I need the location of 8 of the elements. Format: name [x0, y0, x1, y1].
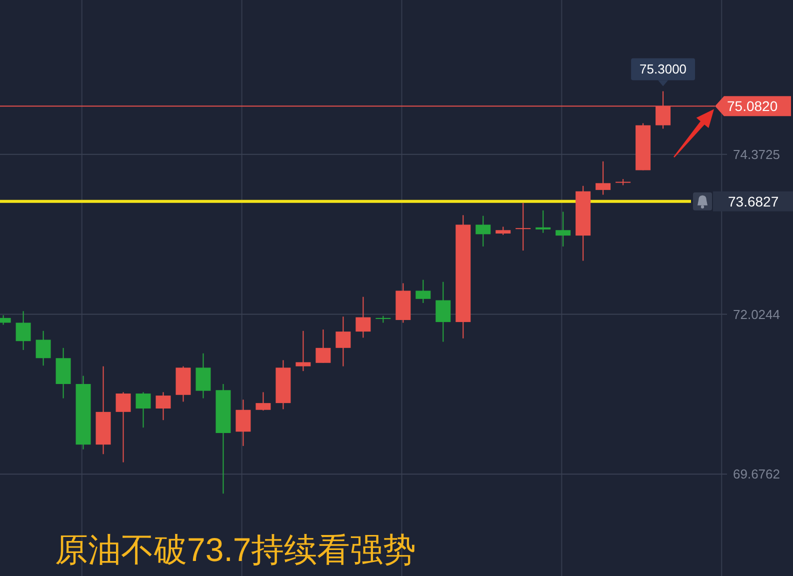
y-tick-label: 72.0244	[733, 306, 780, 322]
annotation: 75.3000	[640, 62, 687, 77]
ref-line-label: 75.0820	[727, 98, 778, 114]
text: 原油不破73.7持续看强势	[55, 531, 416, 568]
y-tick-label: 69.6762	[733, 466, 780, 482]
ref-line-label: 73.6827	[728, 193, 779, 210]
y-tick-label: 74.3725	[733, 146, 780, 162]
annotation: 75.3000	[631, 58, 696, 86]
